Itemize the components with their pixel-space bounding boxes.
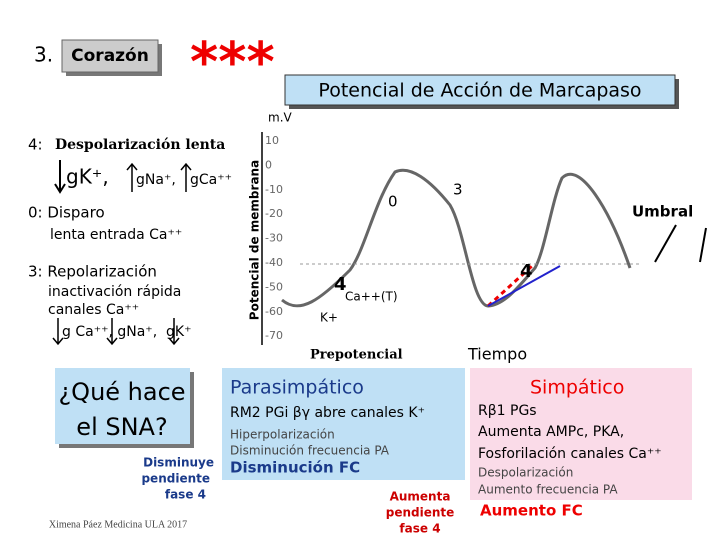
y-tick-label: -50 xyxy=(265,280,283,293)
slope-blue xyxy=(487,265,561,307)
prepotential: Prepotencial xyxy=(310,348,403,363)
phase4: Despolarización lenta xyxy=(55,137,225,153)
threshold-pointer xyxy=(654,224,677,263)
y-tick-label: -40 xyxy=(265,256,283,269)
question-box xyxy=(55,368,190,444)
para-receptor: RM2 PGi βγ abre canales K⁺ xyxy=(230,405,425,421)
decrease-2: pendiente xyxy=(141,472,210,486)
label-k: K+ xyxy=(320,311,338,325)
phase3: 3: Repolarización xyxy=(28,263,157,281)
question-2: el SNA? xyxy=(76,413,167,441)
increase-2: pendiente xyxy=(386,506,455,520)
gk: gK⁺, xyxy=(66,165,109,189)
stars: *** xyxy=(190,31,275,94)
time: Tiempo xyxy=(467,345,527,364)
symp-receptor: Rβ1 PGs xyxy=(478,403,537,419)
y-tick-label: -70 xyxy=(265,329,283,342)
left-notes: 4: Despolarización lenta gK⁺, gNa⁺, gCa⁺… xyxy=(28,136,232,346)
y-tick-label: -10 xyxy=(265,183,283,196)
axis-label: Potencial de membrana xyxy=(248,160,262,320)
para-effect2: Disminución frecuencia PA xyxy=(230,444,390,458)
para-effect1: Hiperpolarización xyxy=(230,428,335,442)
slope-dashed xyxy=(486,264,534,308)
para-title: Parasimpático xyxy=(230,377,364,399)
arrows-down xyxy=(52,318,180,346)
phase0: 0: Disparo xyxy=(28,204,105,222)
arrow-up-ca xyxy=(180,162,192,192)
phase4-num: 4: xyxy=(28,136,43,154)
decrease-1: Disminuye xyxy=(143,456,214,470)
section-number: 3. xyxy=(34,43,53,67)
arrow-up-na xyxy=(126,162,138,192)
topic: Corazón xyxy=(71,46,149,66)
symp-result: Aumento FC xyxy=(480,502,583,520)
decrease-3: fase 4 xyxy=(165,488,206,502)
label-ca: Ca++(T) xyxy=(345,290,398,304)
threshold-label: Umbral xyxy=(632,203,693,221)
symp-l1: Aumenta AMPc, PKA, xyxy=(478,424,624,440)
phase3-l1: inactivación rápida xyxy=(48,284,181,300)
symp-l2: Fosforilación canales Ca⁺⁺ xyxy=(478,446,662,462)
label-4b: 4 xyxy=(520,261,533,282)
para-result: Disminución FC xyxy=(230,459,360,477)
title-box xyxy=(284,74,676,106)
y-tick-label: -20 xyxy=(265,207,283,220)
gca: gCa⁺⁺ xyxy=(190,172,232,188)
label-0: 0 xyxy=(388,193,398,211)
phase3-l3: g Ca⁺⁺, gNa⁺, gK⁺ xyxy=(62,324,192,340)
increase-3: fase 4 xyxy=(399,522,440,536)
label-3: 3 xyxy=(453,181,463,199)
title: Potencial de Acción de Marcapaso xyxy=(318,80,641,102)
phase3-l2: canales Ca⁺⁺ xyxy=(48,302,139,318)
label-4a: 4 xyxy=(334,274,347,295)
y-tick-label: 0 xyxy=(265,158,272,171)
y-tick-label: -30 xyxy=(265,232,283,245)
symp-box xyxy=(470,368,692,500)
increase-1: Aumenta xyxy=(390,490,451,504)
y-tick-label: -60 xyxy=(265,305,283,318)
gna: gNa⁺, xyxy=(136,172,176,188)
unit: m.V xyxy=(268,111,293,125)
threshold-pointer2 xyxy=(699,227,707,263)
symp-effect1: Despolarización xyxy=(478,466,573,480)
para-box xyxy=(222,368,465,480)
topic-box xyxy=(61,39,159,73)
symp-title: Simpático xyxy=(530,377,624,399)
symp-effect2: Aumento frecuencia PA xyxy=(478,483,618,497)
arrow-down-k xyxy=(54,160,66,194)
question-1: ¿Qué hace xyxy=(58,378,185,406)
credit: Ximena Páez Medicina ULA 2017 xyxy=(49,519,187,530)
phase0-detail: lenta entrada Ca⁺⁺ xyxy=(50,227,182,243)
action-potential xyxy=(281,168,632,308)
y-tick-label: 10 xyxy=(265,134,279,147)
